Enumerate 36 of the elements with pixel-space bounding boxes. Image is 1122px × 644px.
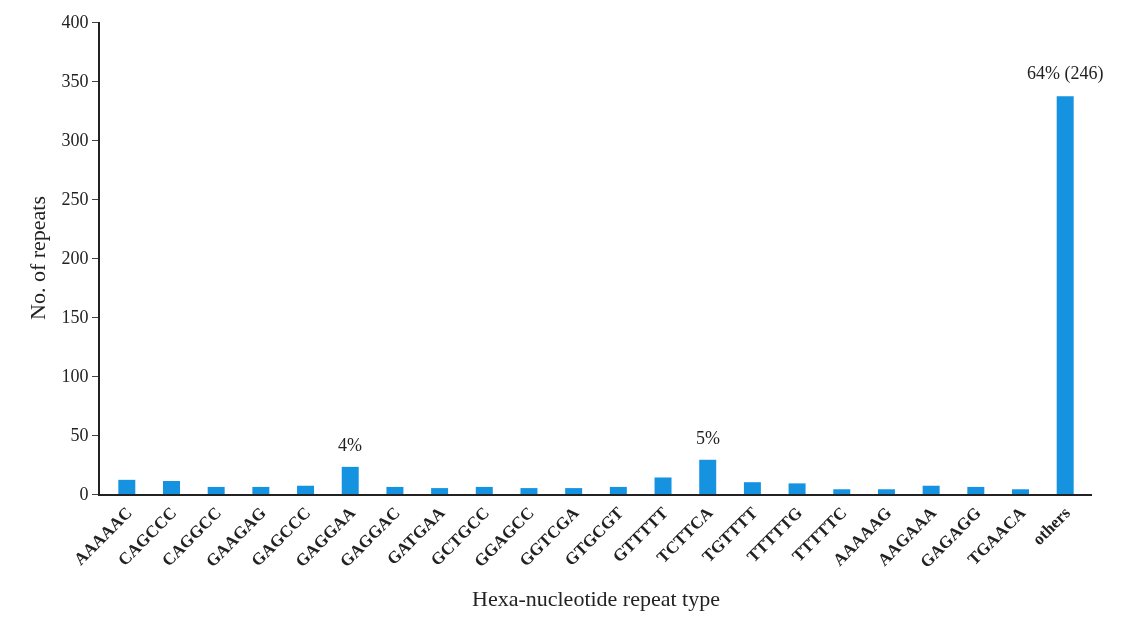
y-tick-label: 150 bbox=[61, 307, 89, 328]
y-tick-label: 300 bbox=[61, 130, 89, 151]
bar bbox=[877, 489, 895, 494]
bar bbox=[475, 486, 493, 494]
bar bbox=[118, 479, 136, 494]
bar bbox=[431, 488, 449, 494]
y-tick-label: 250 bbox=[61, 189, 89, 210]
bar bbox=[565, 488, 583, 494]
y-tick-label: 200 bbox=[61, 248, 89, 269]
bar bbox=[163, 481, 180, 494]
bar bbox=[341, 466, 359, 494]
bar bbox=[788, 483, 806, 494]
annotation: 5% bbox=[696, 428, 720, 448]
bar bbox=[1056, 96, 1074, 494]
bar bbox=[386, 486, 404, 494]
bar bbox=[922, 485, 940, 494]
y-tick-label: 50 bbox=[70, 425, 89, 446]
bar bbox=[654, 477, 672, 494]
annotation: 64% (246) bbox=[1027, 63, 1104, 84]
bar bbox=[297, 485, 315, 494]
bar bbox=[743, 482, 761, 494]
bar bbox=[609, 486, 627, 494]
bar bbox=[699, 459, 717, 494]
y-axis-title: No. of repeats bbox=[25, 195, 50, 321]
bar bbox=[967, 486, 985, 494]
annotation: 4% bbox=[338, 435, 362, 455]
bar bbox=[252, 486, 270, 494]
bar bbox=[1012, 489, 1029, 494]
y-tick-label: 100 bbox=[61, 366, 89, 387]
y-tick-label: 0 bbox=[79, 484, 89, 505]
bar bbox=[207, 486, 225, 494]
bar bbox=[520, 488, 538, 494]
x-axis-title: Hexa-nucleotide repeat type bbox=[472, 585, 720, 611]
bar bbox=[833, 489, 851, 494]
y-tick-label: 400 bbox=[61, 12, 89, 33]
y-tick-label: 350 bbox=[61, 71, 89, 92]
